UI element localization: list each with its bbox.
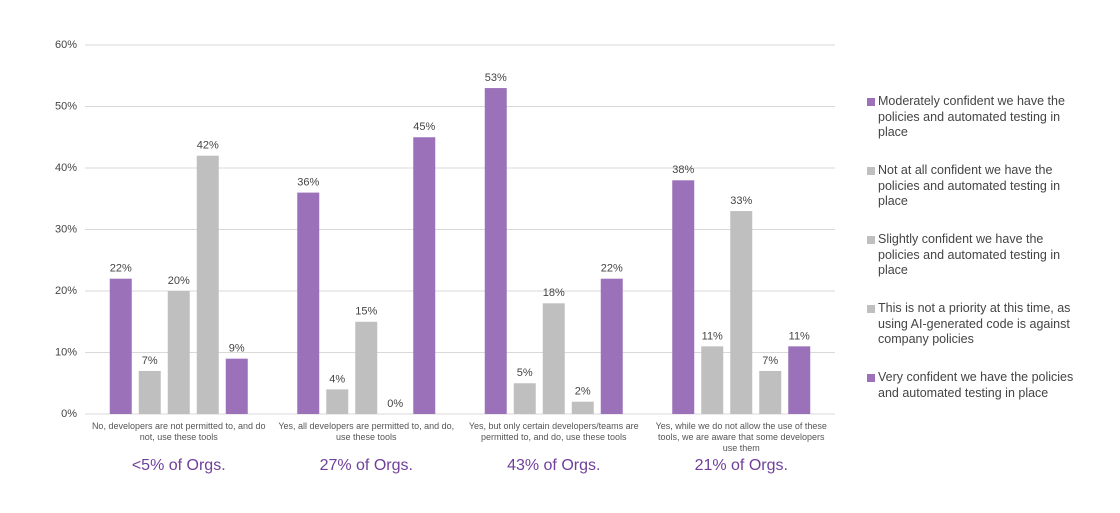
bar bbox=[600, 278, 623, 414]
value-label: 7% bbox=[142, 355, 158, 367]
x-tick-label: Yes, while we do not allow the use of th… bbox=[655, 421, 827, 453]
bar bbox=[196, 155, 219, 414]
y-tick-label: 20% bbox=[55, 285, 77, 297]
value-label: 5% bbox=[517, 367, 533, 379]
x-tick-label: No, developers are not permitted to, and… bbox=[91, 421, 266, 442]
bar bbox=[701, 346, 724, 414]
y-tick-label: 60% bbox=[55, 39, 77, 51]
value-label: 2% bbox=[575, 386, 591, 398]
bar bbox=[225, 358, 248, 414]
legend-label: This is not a priority at this time, as … bbox=[878, 301, 1071, 346]
value-label: 33% bbox=[730, 195, 752, 207]
legend-swatch bbox=[867, 167, 875, 175]
value-label: 18% bbox=[543, 287, 565, 299]
legend-item: Not at all confident we have the policie… bbox=[867, 163, 1083, 210]
y-tick-label: 0% bbox=[61, 408, 77, 420]
bar bbox=[297, 192, 320, 414]
x-tick-label: Yes, but only certain developers/teams a… bbox=[468, 421, 639, 442]
legend-item: Moderately confident we have the policie… bbox=[867, 94, 1083, 141]
value-label: 38% bbox=[672, 164, 694, 176]
value-label: 9% bbox=[229, 343, 245, 355]
value-label: 20% bbox=[168, 275, 190, 287]
value-label: 0% bbox=[387, 398, 403, 410]
bar bbox=[542, 303, 565, 414]
value-label: 11% bbox=[702, 330, 723, 342]
bar bbox=[513, 383, 536, 414]
bar bbox=[672, 180, 695, 414]
bar bbox=[730, 211, 753, 414]
value-label: 53% bbox=[485, 72, 507, 84]
bar bbox=[788, 346, 811, 414]
y-tick-label: 30% bbox=[55, 223, 77, 235]
value-label: 45% bbox=[413, 121, 435, 133]
bar bbox=[484, 88, 507, 415]
legend-item: This is not a priority at this time, as … bbox=[867, 301, 1083, 348]
bar bbox=[413, 137, 436, 414]
legend-label: Slightly confident we have the policies … bbox=[878, 232, 1061, 277]
legend-swatch bbox=[867, 98, 875, 106]
bar bbox=[109, 278, 132, 414]
bar bbox=[167, 291, 190, 414]
value-label: 11% bbox=[789, 330, 810, 342]
bar bbox=[138, 370, 161, 414]
legend-item: Slightly confident we have the policies … bbox=[867, 232, 1083, 279]
value-label: 22% bbox=[110, 263, 132, 275]
legend-label: Not at all confident we have the policie… bbox=[878, 163, 1061, 208]
legend-item: Very confident we have the policies and … bbox=[867, 370, 1083, 401]
value-label: 4% bbox=[329, 373, 345, 385]
value-label: 42% bbox=[197, 140, 219, 152]
bar bbox=[355, 321, 378, 414]
bar bbox=[759, 370, 782, 414]
legend-swatch bbox=[867, 374, 875, 382]
bar bbox=[571, 401, 594, 414]
annotation: 21% of Orgs. bbox=[694, 457, 788, 474]
value-label: 36% bbox=[297, 177, 319, 189]
value-label: 22% bbox=[601, 263, 623, 275]
legend-swatch bbox=[867, 305, 875, 313]
annotation: 27% of Orgs. bbox=[319, 457, 413, 474]
annotation: 43% of Orgs. bbox=[507, 457, 601, 474]
annotation: <5% of Orgs. bbox=[131, 457, 226, 474]
value-label: 15% bbox=[355, 306, 377, 318]
legend-label: Moderately confident we have the policie… bbox=[878, 94, 1065, 139]
legend-swatch bbox=[867, 236, 875, 244]
legend-label: Very confident we have the policies and … bbox=[878, 370, 1074, 400]
bar bbox=[326, 389, 349, 414]
y-tick-label: 10% bbox=[55, 346, 77, 358]
x-tick-label: Yes, all developers are permitted to, an… bbox=[278, 421, 455, 442]
y-tick-label: 50% bbox=[55, 100, 77, 112]
y-tick-label: 40% bbox=[55, 162, 77, 174]
value-label: 7% bbox=[762, 355, 778, 367]
